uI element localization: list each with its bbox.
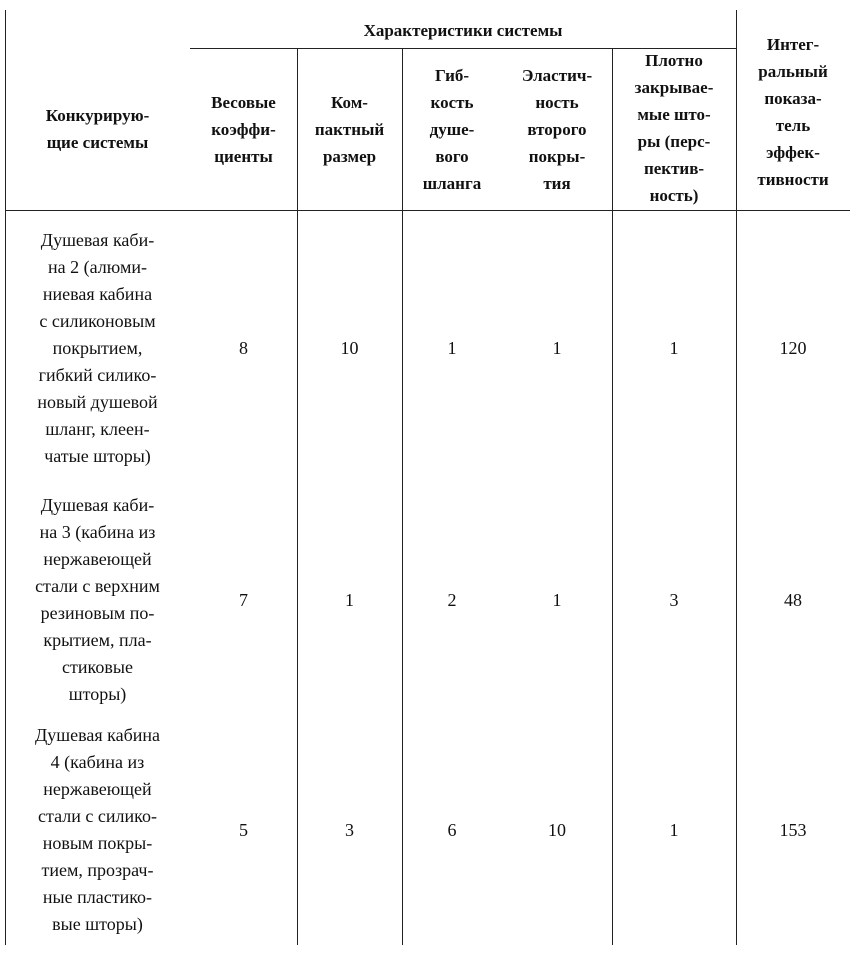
- column-header: Интег- ральный показа- тель эффек- тивно…: [757, 35, 829, 189]
- value-cell: 1: [669, 819, 679, 840]
- value-cell: 1: [669, 337, 679, 358]
- border-left: [5, 10, 6, 945]
- column-header: Эластич- ность второго покры- тия: [521, 65, 593, 193]
- value-cell: 3: [669, 589, 679, 610]
- value-cell: 7: [239, 589, 248, 610]
- value-cell: 10: [340, 337, 359, 358]
- value-cell: 8: [239, 337, 248, 358]
- value-cell: 1: [552, 337, 562, 358]
- divider: [612, 48, 613, 945]
- value-cell: 3: [345, 819, 354, 840]
- value-cell: 1: [447, 337, 457, 358]
- value-cell: 153: [779, 819, 807, 840]
- value-cell: 120: [779, 337, 807, 358]
- system-name-cell: Душевая каби- на 3 (кабина из нержавеюще…: [35, 495, 160, 704]
- divider: [297, 48, 298, 945]
- value-cell: 1: [345, 589, 354, 610]
- system-name-cell: Душевая кабина 4 (кабина из нержавеющей …: [34, 725, 161, 934]
- group-header-rule: [190, 48, 736, 49]
- column-header: Ком- пактный размер: [314, 92, 385, 166]
- value-cell: 5: [239, 819, 248, 840]
- column-header: Плотно закрывае- мые што- ры (перс- пект…: [634, 51, 714, 205]
- header-bottom-rule: [5, 210, 850, 211]
- group-header: Характеристики системы: [363, 20, 563, 40]
- value-cell: 48: [784, 589, 802, 610]
- column-header: Весовые коэффи- циенты: [211, 92, 276, 166]
- value-cell: 1: [552, 589, 562, 610]
- column-header: Гиб- кость душе- вого шланга: [422, 65, 482, 193]
- divider: [402, 48, 403, 945]
- system-name-cell: Душевая каби- на 2 (алюми- ниевая кабина…: [37, 229, 158, 466]
- value-cell: 10: [548, 819, 566, 840]
- column-header: Конкурирую- щие системы: [45, 106, 150, 152]
- divider: [736, 10, 737, 945]
- value-cell: 2: [447, 589, 457, 610]
- value-cell: 6: [447, 819, 457, 840]
